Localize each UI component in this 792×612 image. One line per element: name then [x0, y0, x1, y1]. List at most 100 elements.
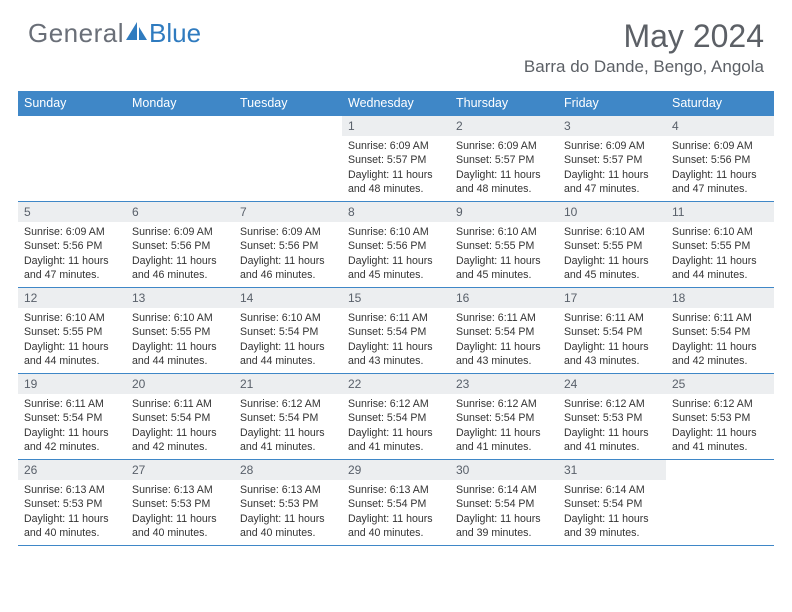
day-number: 26	[18, 460, 126, 480]
sunset-line: Sunset: 5:54 PM	[348, 325, 444, 339]
weekday-header: Tuesday	[234, 91, 342, 116]
calendar-cell: 13Sunrise: 6:10 AMSunset: 5:55 PMDayligh…	[126, 288, 234, 374]
sunrise-line: Sunrise: 6:11 AM	[564, 311, 660, 325]
sunrise-line: Sunrise: 6:09 AM	[672, 139, 768, 153]
calendar-cell: 6Sunrise: 6:09 AMSunset: 5:56 PMDaylight…	[126, 202, 234, 288]
day-number: 23	[450, 374, 558, 394]
calendar-cell: 30Sunrise: 6:14 AMSunset: 5:54 PMDayligh…	[450, 460, 558, 546]
daylight-line: Daylight: 11 hours and 43 minutes.	[348, 340, 444, 369]
day-body: Sunrise: 6:12 AMSunset: 5:54 PMDaylight:…	[342, 394, 450, 458]
day-number: 13	[126, 288, 234, 308]
calendar-cell: 8Sunrise: 6:10 AMSunset: 5:56 PMDaylight…	[342, 202, 450, 288]
day-body: Sunrise: 6:12 AMSunset: 5:54 PMDaylight:…	[450, 394, 558, 458]
day-number: 28	[234, 460, 342, 480]
sunset-line: Sunset: 5:54 PM	[24, 411, 120, 425]
logo: General Blue	[28, 18, 201, 49]
sunset-line: Sunset: 5:56 PM	[348, 239, 444, 253]
day-number: 14	[234, 288, 342, 308]
day-number: 25	[666, 374, 774, 394]
calendar-cell: 20Sunrise: 6:11 AMSunset: 5:54 PMDayligh…	[126, 374, 234, 460]
day-number: 31	[558, 460, 666, 480]
day-number: 6	[126, 202, 234, 222]
sunrise-line: Sunrise: 6:09 AM	[456, 139, 552, 153]
day-body: Sunrise: 6:09 AMSunset: 5:56 PMDaylight:…	[234, 222, 342, 286]
calendar-cell: 25Sunrise: 6:12 AMSunset: 5:53 PMDayligh…	[666, 374, 774, 460]
sunrise-line: Sunrise: 6:12 AM	[456, 397, 552, 411]
sunrise-line: Sunrise: 6:10 AM	[240, 311, 336, 325]
day-body: Sunrise: 6:10 AMSunset: 5:56 PMDaylight:…	[342, 222, 450, 286]
day-body: Sunrise: 6:10 AMSunset: 5:55 PMDaylight:…	[126, 308, 234, 372]
sunset-line: Sunset: 5:54 PM	[564, 497, 660, 511]
sunset-line: Sunset: 5:57 PM	[456, 153, 552, 167]
sunset-line: Sunset: 5:56 PM	[672, 153, 768, 167]
day-body: Sunrise: 6:11 AMSunset: 5:54 PMDaylight:…	[666, 308, 774, 372]
calendar-cell: 18Sunrise: 6:11 AMSunset: 5:54 PMDayligh…	[666, 288, 774, 374]
day-body: Sunrise: 6:13 AMSunset: 5:53 PMDaylight:…	[126, 480, 234, 544]
calendar-cell: 4Sunrise: 6:09 AMSunset: 5:56 PMDaylight…	[666, 116, 774, 202]
calendar-cell	[234, 116, 342, 202]
weekday-header: Saturday	[666, 91, 774, 116]
day-number: 7	[234, 202, 342, 222]
sunrise-line: Sunrise: 6:13 AM	[132, 483, 228, 497]
calendar-cell: 19Sunrise: 6:11 AMSunset: 5:54 PMDayligh…	[18, 374, 126, 460]
daylight-line: Daylight: 11 hours and 44 minutes.	[672, 254, 768, 283]
sunrise-line: Sunrise: 6:09 AM	[132, 225, 228, 239]
day-number: 11	[666, 202, 774, 222]
day-body: Sunrise: 6:10 AMSunset: 5:55 PMDaylight:…	[18, 308, 126, 372]
sunset-line: Sunset: 5:56 PM	[24, 239, 120, 253]
sunset-line: Sunset: 5:54 PM	[456, 497, 552, 511]
sunset-line: Sunset: 5:55 PM	[24, 325, 120, 339]
daylight-line: Daylight: 11 hours and 44 minutes.	[132, 340, 228, 369]
sunset-line: Sunset: 5:53 PM	[672, 411, 768, 425]
daylight-line: Daylight: 11 hours and 41 minutes.	[564, 426, 660, 455]
daylight-line: Daylight: 11 hours and 46 minutes.	[132, 254, 228, 283]
day-number: 12	[18, 288, 126, 308]
daylight-line: Daylight: 11 hours and 44 minutes.	[240, 340, 336, 369]
day-body: Sunrise: 6:10 AMSunset: 5:55 PMDaylight:…	[558, 222, 666, 286]
day-body: Sunrise: 6:11 AMSunset: 5:54 PMDaylight:…	[18, 394, 126, 458]
sunrise-line: Sunrise: 6:10 AM	[24, 311, 120, 325]
sunrise-line: Sunrise: 6:10 AM	[348, 225, 444, 239]
daylight-line: Daylight: 11 hours and 40 minutes.	[240, 512, 336, 541]
calendar-cell: 5Sunrise: 6:09 AMSunset: 5:56 PMDaylight…	[18, 202, 126, 288]
sunrise-line: Sunrise: 6:13 AM	[348, 483, 444, 497]
daylight-line: Daylight: 11 hours and 47 minutes.	[564, 168, 660, 197]
calendar-cell: 26Sunrise: 6:13 AMSunset: 5:53 PMDayligh…	[18, 460, 126, 546]
day-body: Sunrise: 6:13 AMSunset: 5:53 PMDaylight:…	[234, 480, 342, 544]
calendar-cell: 10Sunrise: 6:10 AMSunset: 5:55 PMDayligh…	[558, 202, 666, 288]
day-number: 30	[450, 460, 558, 480]
calendar-body: 1Sunrise: 6:09 AMSunset: 5:57 PMDaylight…	[18, 116, 774, 546]
sunrise-line: Sunrise: 6:12 AM	[240, 397, 336, 411]
calendar-week-row: 26Sunrise: 6:13 AMSunset: 5:53 PMDayligh…	[18, 460, 774, 546]
sunrise-line: Sunrise: 6:11 AM	[456, 311, 552, 325]
sunset-line: Sunset: 5:54 PM	[672, 325, 768, 339]
sunrise-line: Sunrise: 6:11 AM	[672, 311, 768, 325]
day-body: Sunrise: 6:09 AMSunset: 5:56 PMDaylight:…	[18, 222, 126, 286]
daylight-line: Daylight: 11 hours and 42 minutes.	[24, 426, 120, 455]
daylight-line: Daylight: 11 hours and 39 minutes.	[456, 512, 552, 541]
sunrise-line: Sunrise: 6:10 AM	[672, 225, 768, 239]
sunrise-line: Sunrise: 6:12 AM	[348, 397, 444, 411]
sunrise-line: Sunrise: 6:12 AM	[672, 397, 768, 411]
logo-text-general: General	[28, 18, 124, 49]
calendar-week-row: 12Sunrise: 6:10 AMSunset: 5:55 PMDayligh…	[18, 288, 774, 374]
calendar-header-row: SundayMondayTuesdayWednesdayThursdayFrid…	[18, 91, 774, 116]
day-body: Sunrise: 6:11 AMSunset: 5:54 PMDaylight:…	[450, 308, 558, 372]
calendar-week-row: 5Sunrise: 6:09 AMSunset: 5:56 PMDaylight…	[18, 202, 774, 288]
day-body: Sunrise: 6:09 AMSunset: 5:56 PMDaylight:…	[126, 222, 234, 286]
sunrise-line: Sunrise: 6:10 AM	[456, 225, 552, 239]
day-number: 29	[342, 460, 450, 480]
calendar-cell: 27Sunrise: 6:13 AMSunset: 5:53 PMDayligh…	[126, 460, 234, 546]
calendar-cell: 12Sunrise: 6:10 AMSunset: 5:55 PMDayligh…	[18, 288, 126, 374]
sunset-line: Sunset: 5:56 PM	[240, 239, 336, 253]
day-body: Sunrise: 6:13 AMSunset: 5:53 PMDaylight:…	[18, 480, 126, 544]
day-body: Sunrise: 6:12 AMSunset: 5:54 PMDaylight:…	[234, 394, 342, 458]
calendar-cell: 22Sunrise: 6:12 AMSunset: 5:54 PMDayligh…	[342, 374, 450, 460]
daylight-line: Daylight: 11 hours and 47 minutes.	[24, 254, 120, 283]
daylight-line: Daylight: 11 hours and 48 minutes.	[348, 168, 444, 197]
calendar-week-row: 19Sunrise: 6:11 AMSunset: 5:54 PMDayligh…	[18, 374, 774, 460]
logo-text-blue: Blue	[149, 18, 201, 49]
daylight-line: Daylight: 11 hours and 42 minutes.	[672, 340, 768, 369]
calendar-cell	[666, 460, 774, 546]
sunrise-line: Sunrise: 6:13 AM	[24, 483, 120, 497]
